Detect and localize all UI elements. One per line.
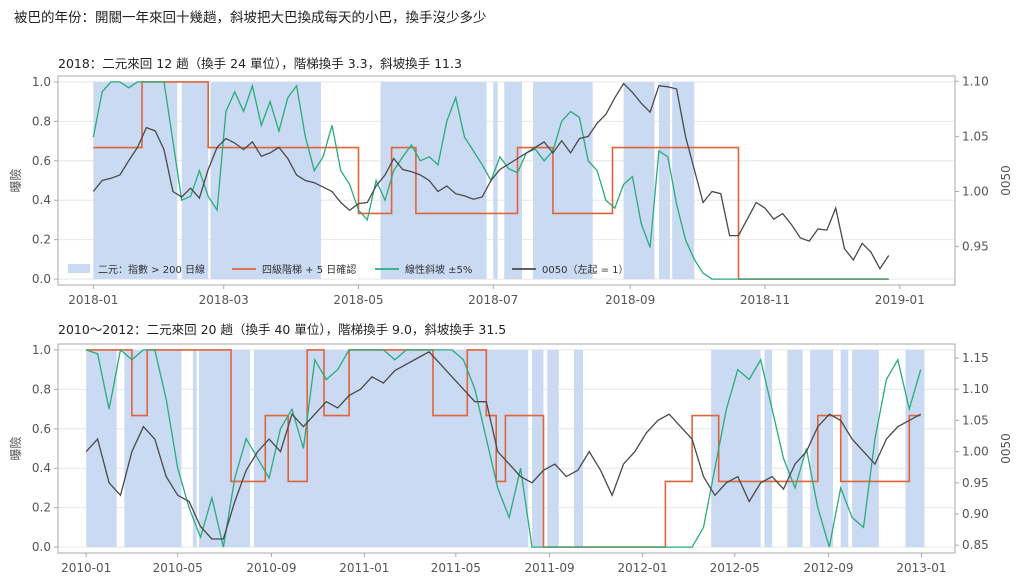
x-tick-label: 2018-03 xyxy=(199,293,249,307)
x-tick-label: 2018-09 xyxy=(605,293,655,307)
y2-tick-label: 1.00 xyxy=(962,185,989,199)
panel-2010-2012: 0.0 0.2 0.4 0.6 0.8 1.0 0.85 0.90 0.95 1.00 1.05 1.… xyxy=(8,322,1013,575)
y2-tick-label: 1.10 xyxy=(962,382,989,396)
binary-on-span xyxy=(787,349,803,548)
binary-on-span xyxy=(532,349,544,548)
y2-tick-label: 0.95 xyxy=(962,476,989,490)
y2-axis-label: 0050 xyxy=(999,165,1013,196)
series-slope-line xyxy=(85,348,922,548)
x-tick-label: 2010-05 xyxy=(153,561,203,575)
y-tick-label: 0.0 xyxy=(32,272,51,286)
binary-on-span xyxy=(764,349,773,548)
y-tick-label: 0.2 xyxy=(32,501,51,515)
binary-on-span xyxy=(852,349,879,548)
binary-on-span xyxy=(493,81,498,280)
panel-2018: 0.0 0.2 0.4 0.6 0.8 1.0 0.95 1.00 1.05 1.10 2018-0… xyxy=(8,56,1013,307)
legend-item-price: 0050（左起 = 1） xyxy=(542,263,629,276)
y2-tick-label: 0.95 xyxy=(962,240,989,254)
legend-item-binary: 二元：指數 > 200 日線 xyxy=(98,263,205,276)
binary-on-span xyxy=(253,349,529,548)
y2-tick-label: 1.05 xyxy=(962,129,989,143)
x-tick-label: 2011-05 xyxy=(431,561,481,575)
binary-on-span xyxy=(192,349,197,548)
y2-tick-label: 1.10 xyxy=(962,74,989,88)
series-price-line xyxy=(85,350,922,540)
x-tick-label: 2010-01 xyxy=(61,561,111,575)
y-tick-label: 0.6 xyxy=(32,422,51,436)
x-tick-label: 2010-09 xyxy=(246,561,296,575)
y-tick-label: 1.0 xyxy=(32,343,51,357)
series-price-line xyxy=(92,82,890,270)
series-step-line xyxy=(86,349,921,548)
binary-on-span xyxy=(658,81,670,280)
x-tick-label: 2018-07 xyxy=(468,293,518,307)
x-tick-label: 2018-01 xyxy=(68,293,118,307)
binary-on-span xyxy=(905,349,925,548)
x-tick-label: 2012-09 xyxy=(803,561,853,575)
x-tick-label: 2011-01 xyxy=(339,561,389,575)
x-tick-label: 2019-01 xyxy=(875,293,925,307)
y-tick-label: 0.8 xyxy=(32,114,51,128)
binary-on-span xyxy=(814,349,834,548)
y-tick-label: 0.6 xyxy=(32,154,51,168)
y-tick-label: 0.4 xyxy=(32,193,51,207)
y-tick-label: 0.2 xyxy=(32,233,51,247)
binary-on-span xyxy=(573,349,584,548)
binary-on-span xyxy=(547,349,559,548)
page-title: 被巴的年份：開關一年來回十幾趟，斜坡把大巴換成每天的小巴，換手沒少多少 xyxy=(14,10,487,26)
plot-frame xyxy=(57,343,956,554)
binary-on-span xyxy=(672,81,695,280)
y2-tick-label: 1.00 xyxy=(962,445,989,459)
y-tick-label: 1.0 xyxy=(32,75,51,89)
x-tick-label: 2012-01 xyxy=(617,561,667,575)
y-axis-label: 曝險 xyxy=(8,436,23,460)
y2-tick-label: 0.90 xyxy=(962,507,989,521)
binary-on-span xyxy=(380,81,487,280)
x-tick-label: 2018-05 xyxy=(333,293,383,307)
x-tick-label: 2011-09 xyxy=(524,561,574,575)
y2-axis-label: 0050 xyxy=(999,433,1013,464)
binary-on-span xyxy=(181,81,209,280)
binary-on-span xyxy=(840,349,849,548)
x-tick-label: 2012-05 xyxy=(710,561,760,575)
series-step-line xyxy=(93,81,889,280)
y-tick-label: 0.4 xyxy=(32,461,51,475)
y2-tick-label: 1.15 xyxy=(962,351,989,365)
plot-frame xyxy=(57,75,956,286)
y-axis-label: 曝險 xyxy=(8,168,23,192)
y-tick-label: 0.0 xyxy=(32,540,51,554)
x-tick-label: 2018-11 xyxy=(740,293,790,307)
binary-on-span xyxy=(86,349,117,548)
y-tick-label: 0.8 xyxy=(32,382,51,396)
x-tick-label: 2013-01 xyxy=(896,561,946,575)
y2-tick-label: 1.05 xyxy=(962,413,989,427)
binary-on-span xyxy=(93,81,178,280)
binary-on-span xyxy=(504,81,522,280)
legend-item-slope: 線性斜坡 ±5% xyxy=(405,263,472,276)
binary-on-span xyxy=(533,81,593,280)
panel-title: 2018：二元來回 12 趟（換手 24 單位），階梯換手 3.3，斜坡換手 1… xyxy=(58,56,462,71)
panel-title: 2010～2012：二元來回 20 趟（換手 40 單位），階梯換手 9.0，斜… xyxy=(58,322,506,337)
legend-item-binary-swatch xyxy=(68,264,90,273)
y2-tick-label: 0.85 xyxy=(962,538,989,552)
binary-on-span xyxy=(810,349,815,548)
legend-item-step: 四級階梯 + 5 日確認 xyxy=(262,263,356,276)
